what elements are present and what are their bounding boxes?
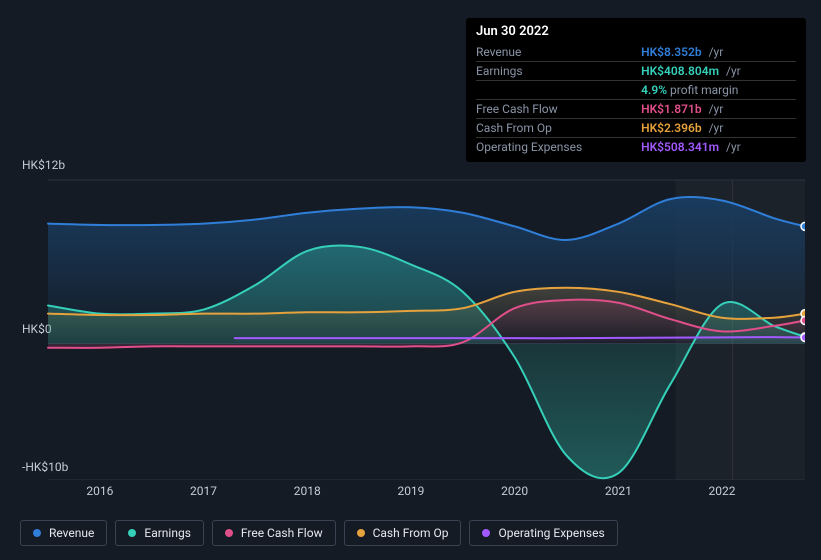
tooltip-value: HK$408.804m /yr: [641, 62, 796, 81]
legend-dot-icon: [357, 529, 365, 537]
legend-dot-icon: [225, 529, 233, 537]
legend-dot-icon: [482, 529, 490, 537]
tooltip-value: HK$1.871b /yr: [641, 100, 796, 119]
tooltip-key: Revenue: [476, 43, 641, 62]
legend-label: Free Cash Flow: [241, 526, 323, 540]
tooltip-key: Cash From Op: [476, 119, 641, 138]
x-axis-tick: 2017: [190, 484, 217, 498]
legend-item-revenue[interactable]: Revenue: [20, 520, 107, 546]
tooltip-value: HK$2.396b /yr: [641, 119, 796, 138]
chart-tooltip: Jun 30 2022 RevenueHK$8.352b /yrEarnings…: [466, 18, 806, 162]
legend-dot-icon: [128, 529, 136, 537]
x-axis-tick: 2022: [709, 484, 736, 498]
tooltip-row: RevenueHK$8.352b /yr: [476, 43, 796, 62]
x-axis-tick: 2019: [397, 484, 424, 498]
legend-label: Earnings: [144, 526, 191, 540]
legend-item-cash_from_op[interactable]: Cash From Op: [344, 520, 462, 546]
tooltip-value: HK$8.352b /yr: [641, 43, 796, 62]
legend-label: Revenue: [49, 526, 94, 540]
tooltip-subrow: 4.9% profit margin: [476, 81, 796, 100]
tooltip-row: Operating ExpensesHK$508.341m /yr: [476, 138, 796, 157]
tooltip-row: EarningsHK$408.804m /yr: [476, 62, 796, 81]
tooltip-row: Cash From OpHK$2.396b /yr: [476, 119, 796, 138]
x-axis-tick: 2021: [605, 484, 632, 498]
tooltip-key: Earnings: [476, 62, 641, 81]
tooltip-table: RevenueHK$8.352b /yrEarningsHK$408.804m …: [476, 43, 796, 156]
legend-item-operating_expenses[interactable]: Operating Expenses: [469, 520, 617, 546]
x-axis-tick: 2018: [294, 484, 321, 498]
x-axis-tick: 2020: [501, 484, 528, 498]
tooltip-date: Jun 30 2022: [476, 24, 796, 39]
x-axis-tick: 2016: [86, 484, 113, 498]
tooltip-key: Operating Expenses: [476, 138, 641, 157]
legend-dot-icon: [33, 529, 41, 537]
tooltip-key: Free Cash Flow: [476, 100, 641, 119]
legend-item-earnings[interactable]: Earnings: [115, 520, 204, 546]
tooltip-row: Free Cash FlowHK$1.871b /yr: [476, 100, 796, 119]
tooltip-value: HK$508.341m /yr: [641, 138, 796, 157]
legend-label: Operating Expenses: [498, 526, 604, 540]
legend-label: Cash From Op: [373, 526, 449, 540]
chart-legend: Revenue Earnings Free Cash Flow Cash From O…: [20, 520, 618, 546]
legend-item-free_cash_flow[interactable]: Free Cash Flow: [212, 520, 336, 546]
